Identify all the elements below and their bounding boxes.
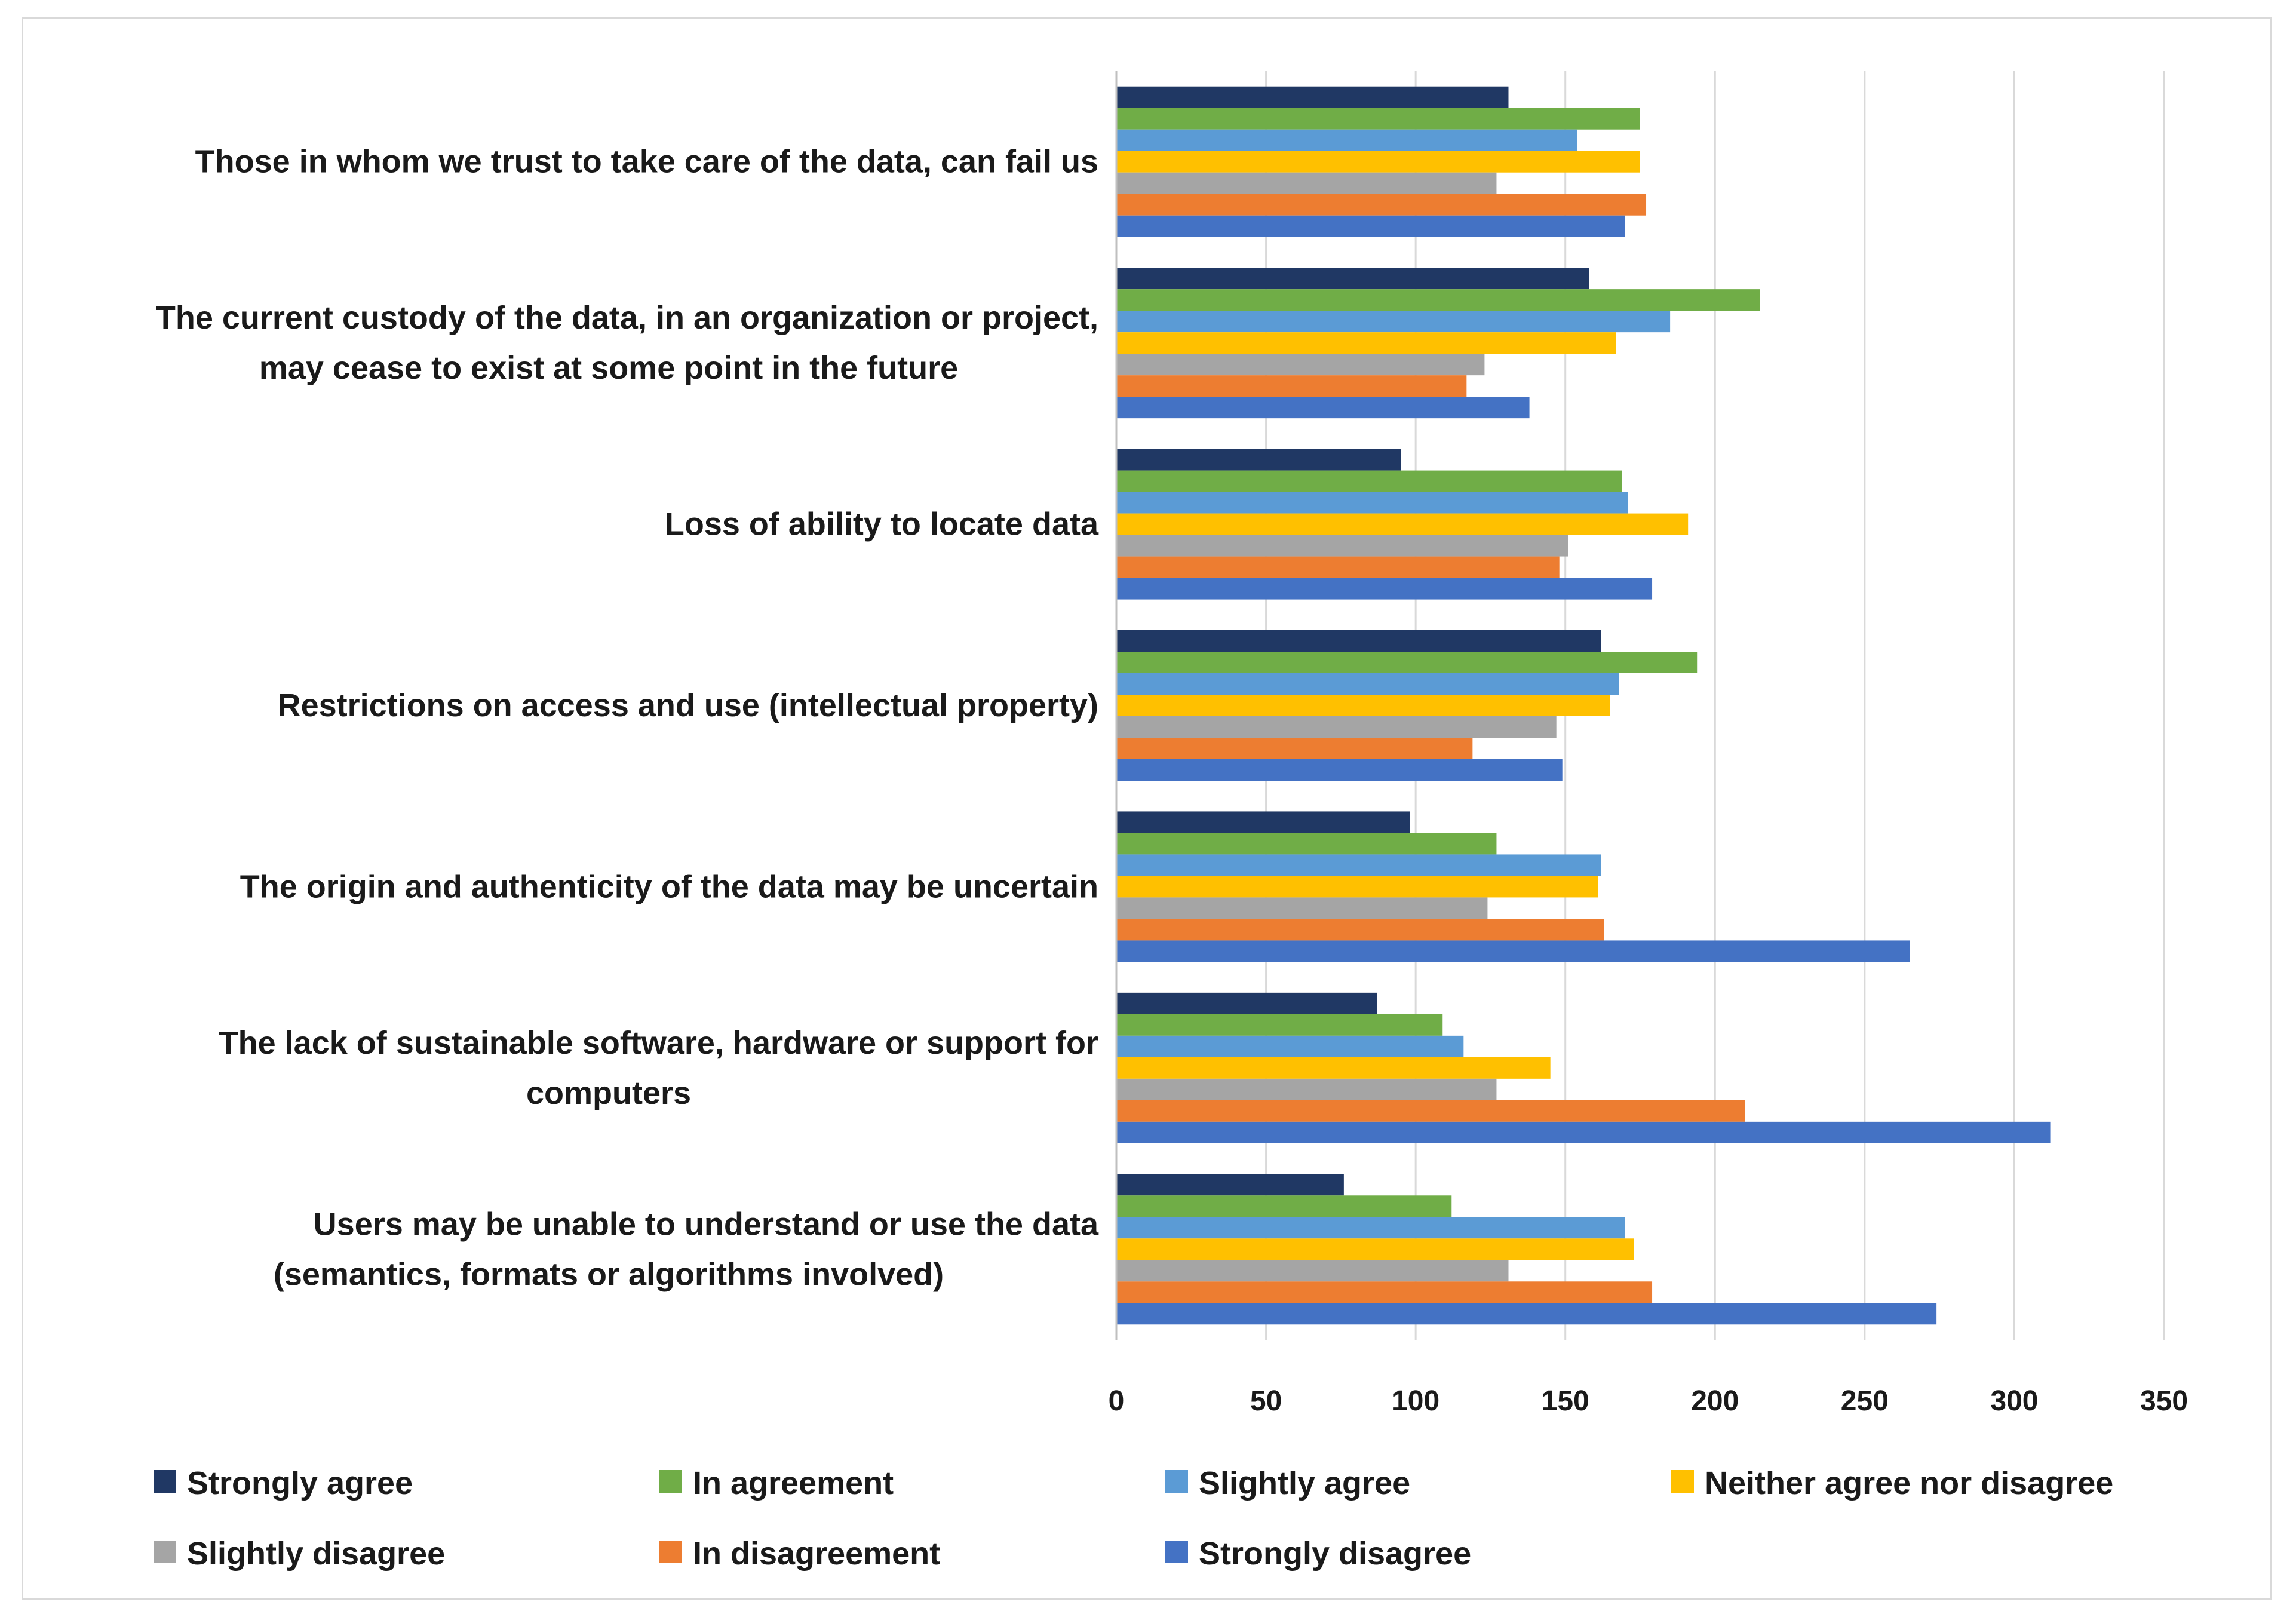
bar-slightly-disagree <box>1116 535 1568 557</box>
bar-strongly-agree <box>1116 86 1509 108</box>
bar-in-agreement <box>1116 1014 1443 1036</box>
bar-neither-agree-nor-disagree <box>1116 151 1640 173</box>
bar-in-disagreement <box>1116 194 1647 216</box>
bar-slightly-disagree <box>1116 172 1497 194</box>
bar-in-disagreement <box>1116 375 1467 397</box>
legend-label: Strongly disagree <box>1199 1536 1471 1572</box>
bar-strongly-agree <box>1116 992 1377 1014</box>
bar-slightly-disagree <box>1116 1260 1509 1282</box>
bar-in-disagreement <box>1116 738 1473 759</box>
bar-neither-agree-nor-disagree <box>1116 1238 1634 1260</box>
bar-in-agreement <box>1116 289 1760 311</box>
legend-swatch <box>659 1541 682 1563</box>
bar-strongly-agree <box>1116 811 1410 833</box>
bar-slightly-disagree <box>1116 354 1485 376</box>
bar-strongly-agree <box>1116 268 1589 290</box>
legend-swatch <box>1165 1541 1188 1563</box>
category-label: The current custody of the data, in an o… <box>156 300 1098 336</box>
bar-neither-agree-nor-disagree <box>1116 332 1616 354</box>
bar-slightly-disagree <box>1116 897 1488 919</box>
bar-in-agreement <box>1116 652 1698 673</box>
bar-in-disagreement <box>1116 1281 1653 1303</box>
bar-strongly-disagree <box>1116 215 1625 237</box>
bar-slightly-disagree <box>1116 716 1557 738</box>
bar-slightly-agree <box>1116 492 1628 514</box>
bar-in-disagreement <box>1116 919 1604 941</box>
bar-strongly-agree <box>1116 630 1601 652</box>
x-tick-label: 50 <box>1250 1385 1282 1417</box>
chart-frame: Those in whom we trust to take care of t… <box>22 17 2272 1600</box>
x-tick-label: 300 <box>1990 1385 2038 1417</box>
category-labels: Those in whom we trust to take care of t… <box>156 144 1099 1293</box>
legend-swatch <box>1165 1470 1188 1493</box>
legend: Strongly agree In agreement Slightly agree… <box>154 1465 2113 1572</box>
bar-strongly-disagree <box>1116 759 1563 781</box>
bar-strongly-disagree <box>1116 1303 1937 1325</box>
bar-strongly-disagree <box>1116 397 1530 419</box>
bar-chart: Those in whom we trust to take care of t… <box>154 71 2188 1572</box>
bar-in-disagreement <box>1116 556 1560 578</box>
bar-neither-agree-nor-disagree <box>1116 695 1610 716</box>
legend-swatch <box>659 1470 682 1493</box>
bar-slightly-agree <box>1116 1035 1464 1057</box>
legend-swatch <box>154 1541 176 1563</box>
bar-strongly-disagree <box>1116 578 1653 600</box>
bar-neither-agree-nor-disagree <box>1116 513 1689 535</box>
category-label: The lack of sustainable software, hardwa… <box>219 1025 1098 1061</box>
bar-in-disagreement <box>1116 1100 1745 1122</box>
bar-slightly-agree <box>1116 854 1601 876</box>
category-label: The origin and authenticity of the data … <box>240 869 1098 904</box>
category-label: (semantics, formats or algorithms involv… <box>274 1256 944 1292</box>
x-tick-label: 200 <box>1691 1385 1739 1417</box>
bar-strongly-agree <box>1116 449 1401 471</box>
category-label: computers <box>526 1075 691 1111</box>
bar-slightly-disagree <box>1116 1078 1497 1100</box>
legend-label: Neither agree nor disagree <box>1705 1465 2113 1501</box>
bar-in-agreement <box>1116 1195 1452 1217</box>
legend-label: Strongly agree <box>187 1465 413 1501</box>
bar-in-agreement <box>1116 833 1497 855</box>
category-label: Those in whom we trust to take care of t… <box>195 144 1098 180</box>
bar-in-agreement <box>1116 108 1640 130</box>
bar-slightly-agree <box>1116 129 1577 151</box>
legend-label: Slightly agree <box>1199 1465 1410 1501</box>
x-tick-label: 350 <box>2140 1385 2188 1417</box>
bar-slightly-agree <box>1116 673 1619 695</box>
bar-neither-agree-nor-disagree <box>1116 876 1598 898</box>
category-label: Restrictions on access and use (intellec… <box>278 688 1098 723</box>
bar-neither-agree-nor-disagree <box>1116 1057 1551 1079</box>
legend-label: In agreement <box>693 1465 894 1501</box>
bar-in-agreement <box>1116 470 1622 492</box>
legend-swatch <box>1671 1470 1694 1493</box>
legend-label: In disagreement <box>693 1536 940 1572</box>
category-label: Loss of ability to locate data <box>665 507 1099 542</box>
bar-slightly-agree <box>1116 311 1671 333</box>
bars-layer <box>1116 86 2051 1325</box>
bar-slightly-agree <box>1116 1217 1625 1239</box>
category-label: may cease to exist at some point in the … <box>259 350 958 386</box>
x-tick-label: 250 <box>1841 1385 1889 1417</box>
x-tick-label: 150 <box>1542 1385 1589 1417</box>
legend-swatch <box>154 1470 176 1493</box>
legend-label: Slightly disagree <box>187 1536 445 1572</box>
bar-strongly-disagree <box>1116 1121 2051 1143</box>
x-axis-tick-labels: 0 50 100 150 200 250 300 350 <box>1109 1385 2188 1417</box>
category-label: Users may be unable to understand or use… <box>314 1206 1099 1242</box>
x-tick-label: 100 <box>1392 1385 1439 1417</box>
x-tick-label: 0 <box>1109 1385 1125 1417</box>
bar-strongly-disagree <box>1116 940 1910 962</box>
bar-strongly-agree <box>1116 1174 1344 1196</box>
